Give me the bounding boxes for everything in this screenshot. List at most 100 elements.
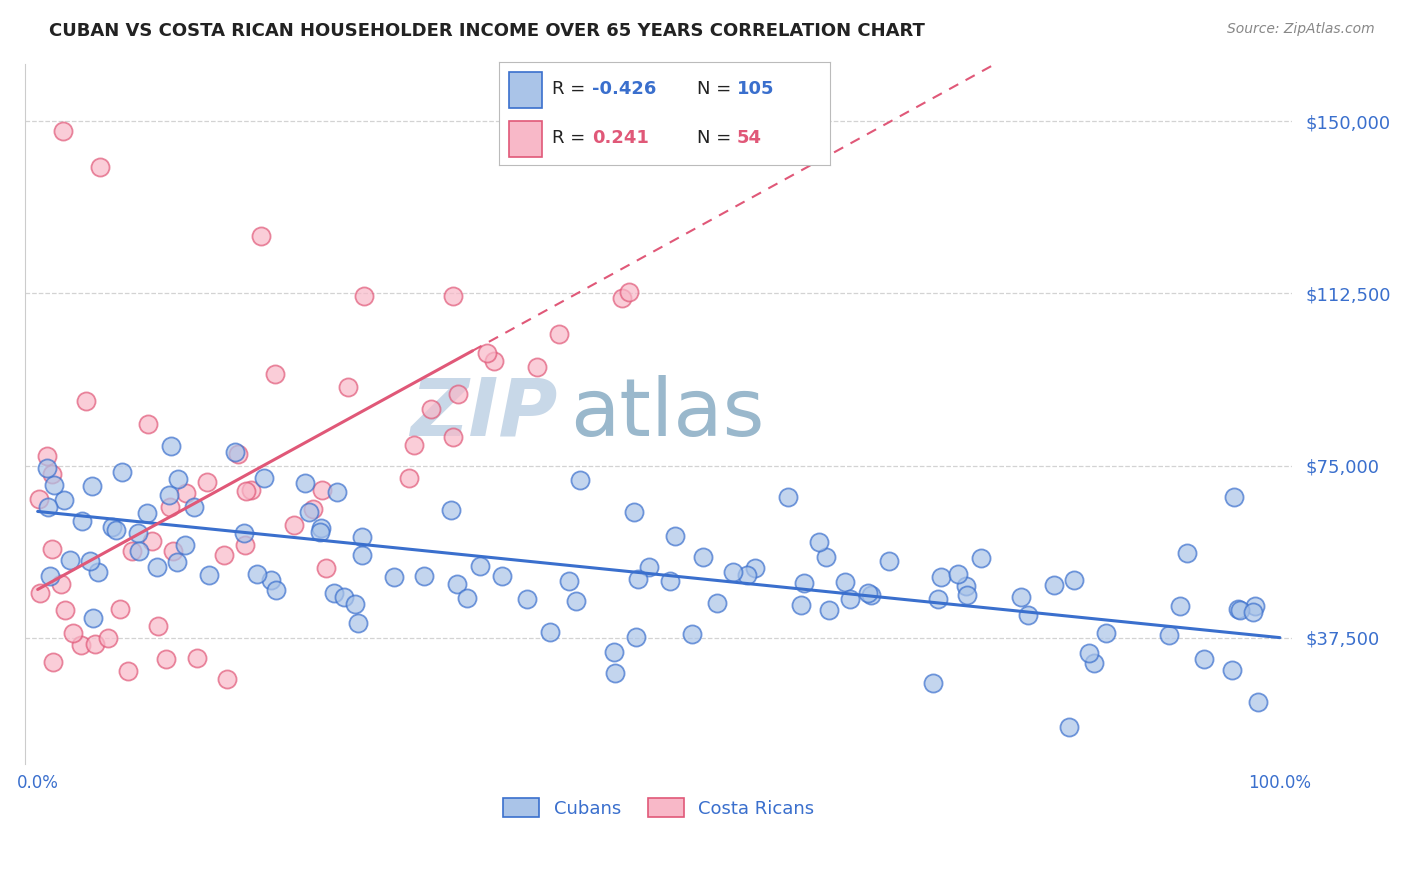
Point	[612, 291, 634, 305]
Point	[1078, 646, 1101, 660]
Point	[578, 140, 600, 154]
Point	[404, 438, 426, 452]
Point	[141, 533, 163, 548]
Point	[315, 560, 337, 574]
Point	[41, 541, 63, 556]
Point	[62, 626, 84, 640]
Text: R =: R =	[553, 129, 596, 147]
Point	[603, 666, 626, 681]
Point	[658, 574, 681, 588]
Point	[877, 554, 900, 568]
Point	[166, 555, 188, 569]
Point	[155, 652, 177, 666]
Point	[1063, 574, 1085, 588]
Point	[1244, 599, 1267, 613]
Point	[51, 576, 73, 591]
Point	[815, 549, 838, 564]
Point	[627, 572, 650, 586]
Point	[136, 506, 159, 520]
Point	[398, 471, 420, 485]
Point	[538, 625, 561, 640]
Point	[336, 380, 359, 394]
Point	[260, 573, 283, 587]
Point	[322, 585, 344, 599]
Point	[41, 467, 63, 481]
Point	[250, 229, 273, 244]
Point	[167, 472, 190, 486]
Point	[1010, 590, 1032, 604]
Point	[27, 491, 49, 506]
Point	[1057, 720, 1080, 734]
Point	[35, 449, 58, 463]
Point	[946, 566, 969, 581]
Point	[446, 577, 468, 591]
Point	[858, 586, 880, 600]
Point	[382, 570, 405, 584]
Point	[1241, 605, 1264, 619]
Point	[217, 672, 239, 686]
Point	[790, 598, 813, 612]
Point	[136, 417, 159, 431]
Point	[484, 353, 506, 368]
Point	[526, 360, 548, 375]
Point	[174, 486, 197, 500]
Point	[72, 514, 94, 528]
Point	[1043, 578, 1066, 592]
Point	[441, 430, 464, 444]
Point	[1222, 663, 1244, 677]
Point	[42, 655, 65, 669]
Point	[1170, 599, 1192, 613]
Point	[516, 592, 538, 607]
Text: N =: N =	[697, 80, 737, 98]
Point	[664, 529, 686, 543]
Point	[456, 591, 478, 606]
Text: -0.426: -0.426	[592, 80, 657, 98]
Point	[477, 346, 499, 360]
Text: R =: R =	[553, 80, 591, 98]
Point	[197, 475, 219, 490]
Point	[624, 630, 647, 644]
Point	[568, 473, 591, 487]
Point	[333, 591, 356, 605]
Point	[105, 523, 128, 537]
Point	[53, 603, 76, 617]
Point	[121, 543, 143, 558]
Point	[353, 288, 375, 302]
Point	[301, 501, 323, 516]
Point	[162, 544, 184, 558]
Point	[929, 569, 952, 583]
Point	[565, 594, 588, 608]
Point	[111, 465, 134, 479]
Point	[721, 565, 744, 579]
Point	[28, 586, 51, 600]
Point	[558, 574, 581, 588]
Point	[183, 500, 205, 514]
Point	[51, 123, 73, 137]
Text: 105: 105	[737, 80, 775, 98]
Point	[52, 493, 75, 508]
Point	[146, 560, 169, 574]
Point	[311, 483, 333, 497]
Point	[839, 592, 862, 607]
Point	[212, 548, 235, 562]
Point	[246, 567, 269, 582]
Point	[955, 579, 977, 593]
Point	[309, 524, 332, 539]
Point	[956, 588, 979, 602]
Point	[159, 500, 181, 514]
Point	[1017, 608, 1039, 623]
Point	[233, 538, 256, 552]
Point	[735, 567, 758, 582]
Point	[793, 576, 815, 591]
Point	[1175, 546, 1198, 560]
Point	[266, 583, 288, 598]
Point	[253, 471, 276, 485]
Point	[224, 445, 246, 459]
Point	[1247, 695, 1270, 709]
Point	[860, 588, 883, 602]
Point	[350, 530, 373, 544]
Point	[970, 551, 993, 566]
Point	[1083, 656, 1105, 670]
Point	[778, 490, 800, 504]
Point	[35, 461, 58, 475]
